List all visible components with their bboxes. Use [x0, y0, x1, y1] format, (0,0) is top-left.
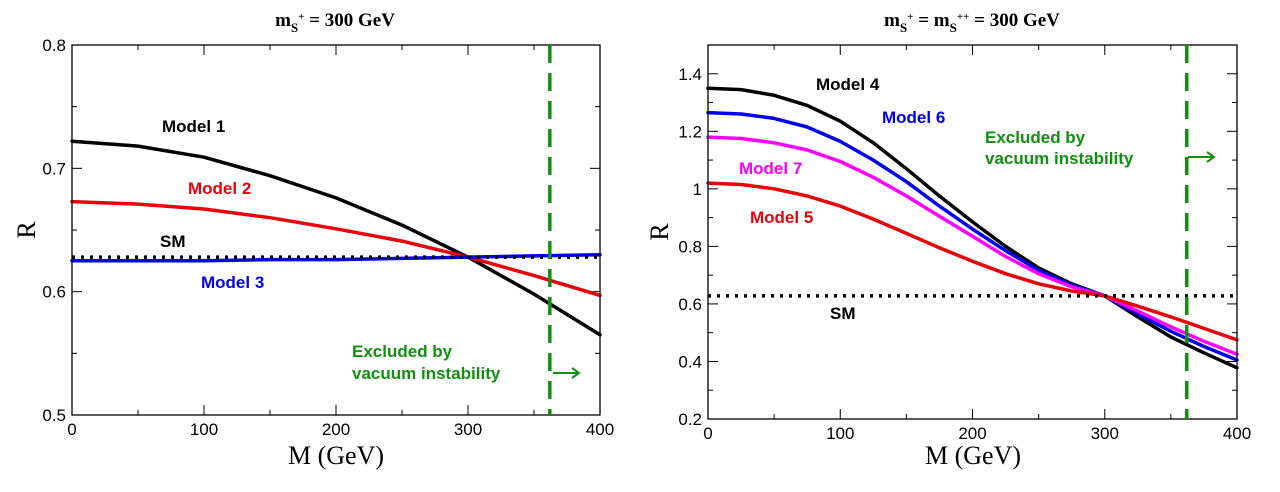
chart-1-annotation-line-1: Excluded by — [352, 342, 453, 361]
chart-1-ylabel: R — [12, 221, 41, 239]
chart-panel-1: mS+ = 300 GeV 0 100 200 300 4000.50.60.70.8 … — [12, 10, 614, 470]
chart-1-y-tick-label: 0.5 — [42, 406, 66, 425]
chart-2-series-model-7 — [706, 135, 1239, 357]
chart-2-x-tick-label: 300 — [1091, 424, 1119, 443]
chart-2-y-tick-label: 1.2 — [678, 122, 702, 141]
chart-2-y-tick-label: 0.8 — [678, 237, 702, 256]
chart-2-y-tick-label: 1.4 — [678, 65, 702, 84]
chart-panel-2: mS+ = mS++ = 300 GeV 0 100 200 300 400 0.2 0.4… — [645, 10, 1251, 470]
chart-1-series-model-2 — [70, 199, 602, 298]
chart-2-y-tick-label: 0.4 — [678, 352, 702, 371]
chart-1-annotation-line-2: vacuum instability — [352, 364, 501, 383]
chart-1-plot-frame — [71, 44, 601, 416]
chart-2-plot-frame — [707, 44, 1238, 420]
chart-2-series-model-5 — [706, 181, 1239, 342]
chart-2-x-tick-label: 0 — [703, 424, 712, 443]
chart-2-x-tick-label: 200 — [958, 424, 986, 443]
chart-2-label-model-5: Model 5 — [750, 208, 813, 227]
chart-2-annotation-line-2: vacuum instability — [985, 149, 1134, 168]
chart-1-title: mS+ = 300 GeV — [275, 10, 395, 35]
chart-1-series — [70, 139, 602, 337]
chart-2-label-model-6: Model 6 — [882, 108, 945, 127]
chart-1-x-tick-label: 100 — [190, 420, 218, 439]
chart-2-label-model-4: Model 4 — [816, 75, 880, 94]
chart-1-exclusion-arrow-icon — [553, 367, 581, 379]
chart-1-series-model-3 — [70, 252, 602, 263]
chart-2-ylabel: R — [645, 223, 674, 241]
chart-1-y-tick-label: 0.6 — [42, 283, 66, 302]
chart-1-x-tick-label: 0 — [67, 420, 76, 439]
chart-2-exclusion-arrow-icon — [1188, 151, 1216, 163]
chart-1-xlabel: M (GeV) — [288, 441, 384, 470]
chart-2-y-tick-label: 0.2 — [678, 410, 702, 429]
chart-2-title: mS+ = mS++ = 300 GeV — [884, 10, 1060, 35]
chart-2-xlabel: M (GeV) — [925, 441, 1021, 470]
chart-2-x-tick-label: 400 — [1223, 424, 1251, 443]
chart-2-series — [706, 86, 1239, 370]
chart-1-label-model-3: Model 3 — [201, 273, 264, 292]
chart-1-series-model-1 — [70, 139, 602, 337]
chart-2-ticks: 0 100 200 300 400 0.2 0.4 0.6 0.8 1 1.2 1.4 — [678, 44, 1251, 443]
chart-2-series-model-4 — [706, 86, 1239, 370]
chart-1-ticks: 0 100 200 300 400 0.5 0.6 0.7 0.8 — [42, 36, 614, 439]
chart-1-label-model-2: Model 2 — [188, 179, 251, 198]
chart-2-y-tick-label: 0.6 — [678, 295, 702, 314]
chart-2-y-tick-label: 1 — [693, 180, 702, 199]
chart-1-y-tick-label: 0.8 — [42, 36, 66, 55]
chart-2-label-model-7: Model 7 — [739, 159, 802, 178]
chart-2-annotation-line-1: Excluded by — [985, 128, 1086, 147]
chart-2-x-tick-label: 100 — [826, 424, 854, 443]
chart-1-y-tick-label: 0.7 — [42, 159, 66, 178]
chart-1-label-sm: SM — [160, 232, 186, 251]
chart-1-x-tick-label: 400 — [586, 420, 614, 439]
chart-2-label-sm: SM — [830, 304, 856, 323]
chart-2-series-model-6 — [706, 110, 1239, 362]
chart-1-x-tick-label: 200 — [322, 420, 350, 439]
chart-1-x-tick-label: 300 — [454, 420, 482, 439]
chart-1-label-model-1: Model 1 — [162, 117, 225, 136]
